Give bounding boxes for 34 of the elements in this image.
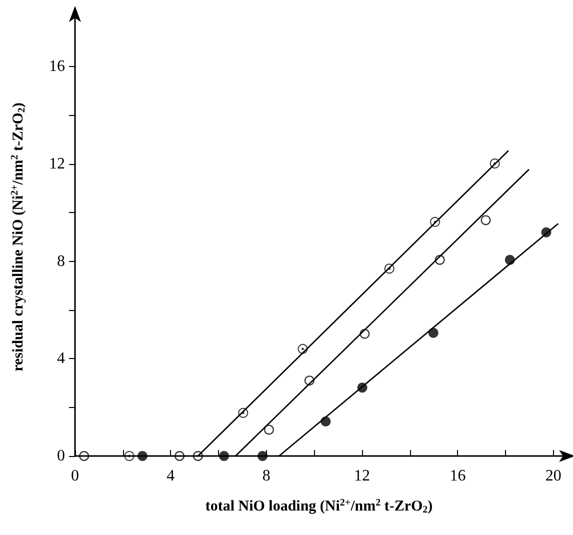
point [480, 215, 491, 226]
point [541, 227, 552, 238]
y-tick-label: 0 [57, 448, 65, 464]
y-tick-label: 4 [57, 350, 65, 368]
x-tick-label: 8 [262, 468, 270, 484]
point [258, 451, 268, 461]
point [490, 158, 500, 169]
point [504, 254, 515, 265]
point [384, 264, 394, 274]
point [174, 451, 185, 461]
x-tick-label: 0 [71, 468, 79, 484]
point [298, 344, 308, 354]
point [264, 424, 274, 435]
point [124, 451, 134, 461]
point [428, 328, 438, 338]
y-axis-title: residual crystalline NiO (Ni2+/nm2 t-ZrO2) [10, 102, 28, 372]
point [79, 451, 90, 461]
point [304, 376, 314, 386]
y-tick-label: 16 [49, 58, 65, 76]
y-tick-label: 8 [57, 252, 65, 270]
y-tick-label: 12 [49, 156, 65, 172]
x-tick-label: 20 [545, 468, 562, 484]
point [430, 216, 440, 227]
point [434, 254, 445, 265]
point [360, 328, 370, 339]
x-tick-label: 16 [450, 468, 466, 484]
x-tick-label: 4 [166, 468, 175, 484]
point [320, 416, 331, 426]
point [238, 408, 248, 418]
point [219, 451, 230, 461]
point [357, 382, 368, 393]
point [137, 451, 148, 461]
point [192, 451, 203, 461]
x-tick-label: 12 [354, 468, 370, 484]
